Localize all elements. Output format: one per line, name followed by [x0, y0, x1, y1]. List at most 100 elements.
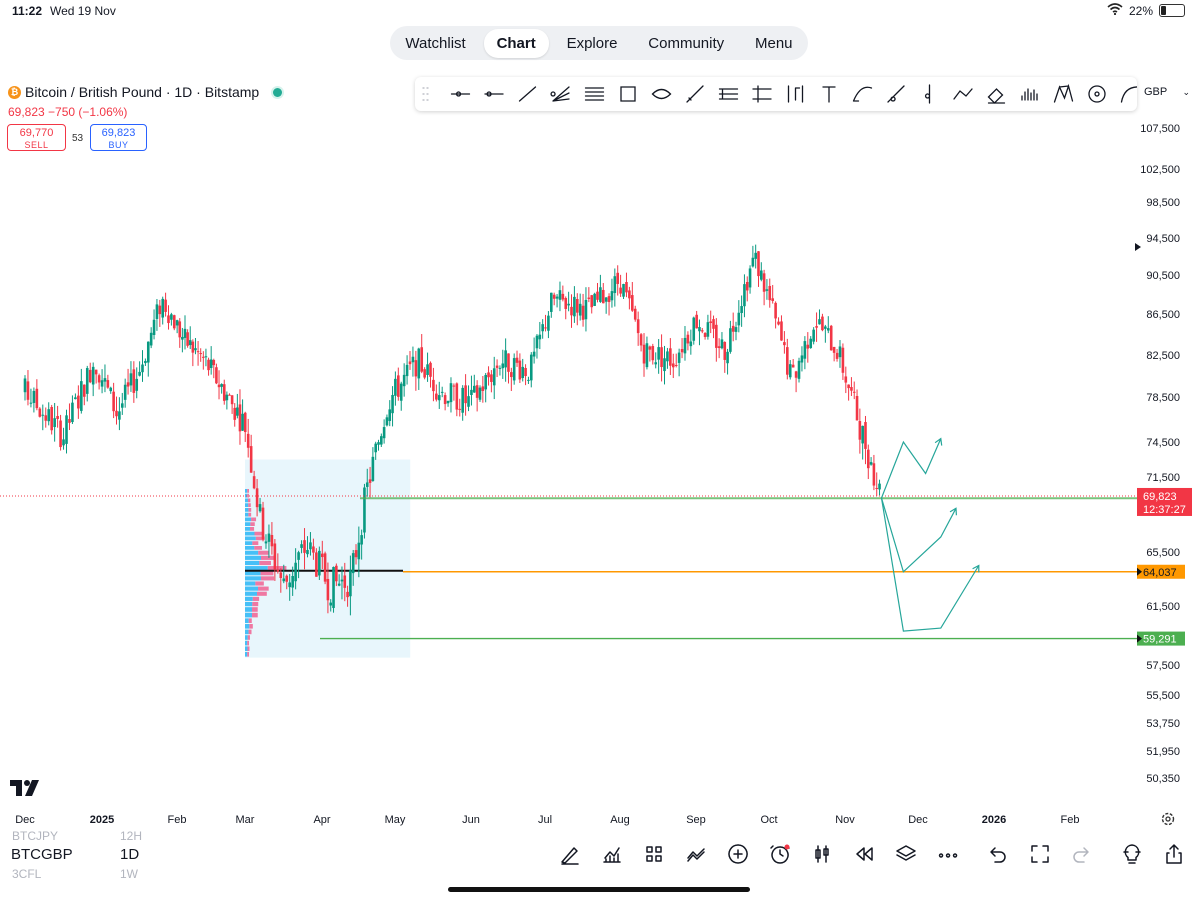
candle — [452, 383, 456, 401]
pitchfork-icon[interactable] — [718, 88, 739, 100]
candle — [65, 409, 68, 454]
candle — [41, 404, 45, 431]
candle — [729, 320, 732, 354]
status-right: 22% — [1107, 3, 1185, 18]
candle — [217, 370, 221, 400]
ellipse-icon[interactable] — [651, 88, 672, 100]
idea-icon[interactable] — [1121, 843, 1143, 865]
eraser-icon[interactable] — [987, 88, 1006, 104]
projection-paths[interactable] — [880, 437, 980, 632]
sell-price: 69,770 — [19, 127, 54, 139]
horizontal-ray-icon[interactable] — [450, 91, 471, 97]
current-symbol[interactable]: BTCGBP — [11, 846, 73, 863]
chart-settings-icon[interactable] — [1160, 811, 1176, 832]
indicators-icon[interactable] — [601, 843, 623, 865]
price-tick-label: 98,500 — [1146, 197, 1180, 209]
candle — [220, 383, 223, 394]
candle — [631, 281, 634, 312]
tab-menu[interactable]: Menu — [754, 34, 793, 52]
arrow-marker-icon[interactable] — [887, 85, 905, 103]
time-axis[interactable]: Dec 2025 Feb Mar Apr May Jun Jul Aug Sep Oct Nov Dec… — [15, 814, 1079, 826]
candle — [360, 529, 363, 560]
tab-explore[interactable]: Explore — [566, 34, 618, 52]
candle — [654, 352, 658, 369]
candle — [279, 568, 283, 593]
candle — [674, 353, 678, 368]
svg-text:59,291: 59,291 — [1143, 634, 1177, 646]
circle-icon[interactable] — [1088, 85, 1106, 103]
more-icon[interactable] — [937, 843, 959, 865]
text-icon[interactable] — [822, 86, 836, 103]
candle — [233, 403, 237, 427]
candle — [698, 319, 701, 346]
profile-bar-buy — [245, 596, 253, 601]
candle — [490, 370, 493, 393]
candle — [318, 546, 321, 580]
redo-icon[interactable] — [1071, 843, 1093, 865]
candle — [354, 544, 358, 565]
path-icon[interactable] — [953, 88, 973, 100]
buy-button[interactable]: 69,823 BUY — [90, 124, 147, 151]
fib-fan-icon[interactable] — [550, 86, 570, 102]
parallel-channel-icon[interactable] — [584, 87, 605, 101]
candle — [264, 534, 268, 549]
candle — [507, 353, 510, 384]
profile-bar-buy — [245, 560, 260, 566]
share-icon[interactable] — [1163, 843, 1185, 865]
price-tick-label: 61,500 — [1146, 601, 1180, 613]
candles-icon[interactable] — [811, 843, 833, 865]
xabcd-pattern-icon[interactable] — [1053, 83, 1074, 103]
add-icon[interactable] — [727, 843, 749, 865]
trend-line-icon[interactable] — [518, 86, 537, 102]
volume-profile-icon[interactable] — [1021, 88, 1038, 101]
rectangle-icon[interactable] — [620, 86, 636, 102]
layers-icon[interactable] — [895, 843, 917, 865]
horizontal-line-icon[interactable] — [484, 91, 504, 97]
tab-watchlist[interactable]: Watchlist — [405, 34, 466, 52]
candle — [222, 379, 226, 405]
candle — [343, 562, 347, 602]
current-interval[interactable]: 1D — [120, 846, 140, 863]
alert-icon[interactable] — [769, 843, 791, 865]
layouts-icon[interactable] — [643, 843, 665, 865]
replay-icon[interactable] — [853, 843, 875, 865]
watchlist-next-symbol[interactable]: 3CFL — [12, 867, 42, 881]
undo-icon[interactable] — [986, 843, 1008, 865]
currency-select[interactable]: GBP ⌄ — [1138, 82, 1196, 102]
volume-profile — [245, 459, 411, 658]
candle — [437, 381, 441, 409]
compare-icon[interactable] — [685, 843, 707, 865]
profile-bar-sell — [247, 640, 249, 646]
tradingview-logo-icon — [10, 779, 40, 802]
candle — [340, 566, 344, 600]
symbol-header[interactable]: ₿ Bitcoin / British Pound · 1D · Bitstam… — [8, 84, 283, 100]
long-position-icon[interactable] — [787, 85, 804, 103]
candle — [273, 539, 277, 581]
scroll-marker-icon — [1135, 243, 1141, 251]
watchlist-prev-symbol[interactable]: BTCJPY — [12, 829, 59, 843]
tab-chart[interactable]: Chart — [483, 28, 549, 58]
candle — [329, 599, 333, 612]
candle — [115, 396, 118, 425]
gann-icon[interactable] — [752, 85, 772, 103]
candle — [648, 345, 652, 362]
vertical-line-icon[interactable] — [924, 84, 931, 104]
pen-icon[interactable] — [559, 843, 581, 865]
price-change: 69,823 −750 (−1.06%) — [8, 105, 128, 119]
candle — [97, 373, 101, 390]
projection-arrowhead — [972, 564, 980, 573]
arc-icon[interactable] — [1120, 86, 1138, 103]
candle — [152, 309, 156, 340]
candle — [255, 478, 259, 517]
candle — [748, 265, 752, 294]
fullscreen-icon[interactable] — [1029, 843, 1051, 865]
brush-icon[interactable] — [686, 85, 704, 103]
price-axis[interactable]: 107,500 102,500 98,500 94,500 90,500 86,500 82… — [1135, 123, 1180, 785]
tab-community[interactable]: Community — [648, 34, 725, 52]
curve-icon[interactable] — [852, 86, 873, 102]
candle — [112, 382, 115, 419]
sell-button[interactable]: 69,770 SELL — [7, 124, 66, 151]
price-tick-label: 102,500 — [1140, 164, 1180, 176]
